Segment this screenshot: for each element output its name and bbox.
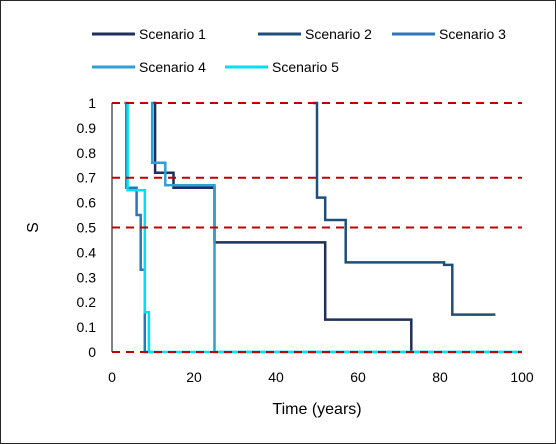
- y-tick-label: 0.2: [77, 294, 97, 310]
- y-axis-title: S: [25, 222, 42, 233]
- y-tick-label: 0.5: [77, 220, 97, 236]
- reference-lines: [112, 102, 522, 353]
- plot-area: 0 0.1 0.2 0.3 0.4 0.5 0.6 0.7 0.8 0.9 1 0 20 40 60 80 1…: [77, 95, 534, 385]
- series-layer: [124, 101, 522, 354]
- x-tick-label: 0: [108, 369, 116, 385]
- y-tick-label: 0.1: [77, 319, 97, 335]
- x-axis-ticks: 0 20 40 60 80 100: [108, 369, 534, 385]
- y-tick-label: 0.4: [77, 244, 97, 260]
- x-tick-label: 40: [268, 369, 284, 385]
- y-tick-label: 0.8: [77, 145, 97, 161]
- legend: Scenario 1 Scenario 2 Scenario 3 Scenario 4…: [92, 26, 506, 75]
- x-tick-label: 80: [432, 369, 448, 385]
- y-tick-label: 1: [88, 95, 96, 111]
- x-tick-label: 60: [350, 369, 366, 385]
- x-tick-label: 100: [510, 369, 534, 385]
- legend-label-4: Scenario 4: [139, 59, 206, 75]
- legend-label-3: Scenario 3: [439, 26, 506, 42]
- x-axis-title: Time (years): [272, 401, 361, 418]
- series-line-2: [312, 101, 496, 316]
- series-line-5: [126, 101, 522, 354]
- legend-label-1: Scenario 1: [139, 26, 206, 42]
- y-axis-ticks: 0 0.1 0.2 0.3 0.4 0.5 0.6 0.7 0.8 0.9 1: [77, 95, 97, 360]
- y-tick-label: 0: [88, 344, 96, 360]
- legend-label-2: Scenario 2: [305, 26, 372, 42]
- series-line-4: [150, 101, 522, 354]
- y-tick-label: 0.6: [77, 195, 97, 211]
- x-tick-label: 20: [186, 369, 202, 385]
- y-tick-label: 0.3: [77, 269, 97, 285]
- y-tick-label: 0.7: [77, 170, 97, 186]
- legend-label-5: Scenario 5: [272, 59, 339, 75]
- y-tick-label: 0.9: [77, 120, 97, 136]
